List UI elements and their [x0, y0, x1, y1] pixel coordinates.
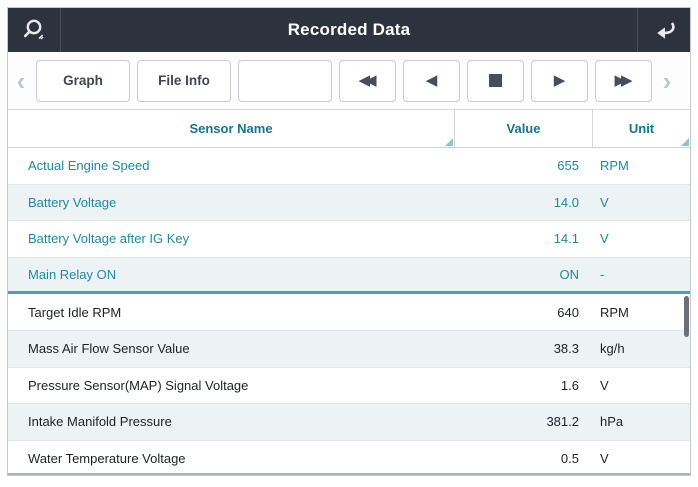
table-header: Sensor Name Value Unit [8, 110, 690, 148]
sensor-unit-cell: hPa [600, 414, 624, 430]
graph-button[interactable]: Graph [36, 59, 130, 102]
sensor-unit-cell: V [600, 377, 609, 393]
table-row[interactable]: Main Relay ON ON - [8, 257, 690, 295]
sensor-value-cell: 381.2 [546, 414, 579, 430]
sensor-unit-cell: RPM [600, 158, 629, 174]
sensor-name-cell: Water Temperature Voltage [28, 451, 186, 467]
sensor-list: Actual Engine Speed 655 RPM Battery Volt… [8, 148, 690, 473]
column-resize-handle-icon[interactable] [681, 138, 689, 146]
table-row[interactable]: Actual Engine Speed 655 RPM [8, 148, 690, 185]
sensor-unit-cell: RPM [600, 304, 629, 320]
fast-rewind-icon: ◀◀ [358, 71, 376, 89]
column-header-label: Sensor Name [189, 121, 273, 136]
sensor-name-cell: Target Idle RPM [28, 304, 122, 320]
return-arrow-icon [657, 22, 675, 39]
sensor-value-cell: 38.3 [553, 341, 579, 357]
fast-forward-button[interactable]: ▶▶ [595, 59, 652, 102]
sensor-name-cell: Mass Air Flow Sensor Value [28, 341, 190, 357]
step-back-button[interactable]: ◀ [403, 59, 460, 102]
sensor-value-cell: 14.1 [553, 231, 579, 247]
sensor-unit-cell: kg/h [600, 341, 625, 357]
empty-button[interactable] [238, 59, 332, 102]
sensor-name-cell: Main Relay ON [28, 267, 117, 283]
table-row[interactable]: Pressure Sensor(MAP) Signal Voltage 1.6 … [8, 367, 690, 405]
sensor-unit-cell: - [600, 267, 605, 283]
sensor-value-cell: 640 [557, 304, 579, 320]
play-icon: ▶ [553, 71, 566, 89]
chevron-right-icon[interactable]: › [662, 65, 672, 96]
fast-forward-icon: ▶▶ [614, 71, 632, 89]
sensor-value-cell: 1.6 [560, 377, 579, 393]
column-header-value[interactable]: Value [454, 110, 592, 147]
table-row[interactable]: Battery Voltage 14.0 V [8, 184, 690, 222]
sensor-unit-cell: V [600, 194, 609, 210]
search-icon [23, 19, 44, 40]
table-row[interactable]: Mass Air Flow Sensor Value 38.3 kg/h [8, 330, 690, 368]
sensor-value-cell: 14.0 [553, 194, 579, 210]
app-window: Recorded Data ‹ Graph File Info ◀◀ ◀ ■ ▶ ▶▶ ›… [7, 7, 691, 476]
column-header-sensor-name[interactable]: Sensor Name [8, 110, 454, 147]
top-bar: Recorded Data [8, 8, 690, 52]
sensor-name-cell: Intake Manifold Pressure [28, 414, 172, 430]
page-title: Recorded Data [287, 20, 411, 39]
sensor-unit-cell: V [600, 231, 609, 247]
file-info-button[interactable]: File Info [137, 59, 231, 102]
search-button[interactable] [8, 8, 61, 52]
toolbar: ‹ Graph File Info ◀◀ ◀ ■ ▶ ▶▶ › [8, 52, 690, 110]
chevron-left-icon[interactable]: ‹ [16, 65, 26, 96]
step-back-icon: ◀ [425, 71, 438, 89]
sensor-value-cell: 0.5 [560, 451, 579, 467]
stop-icon: ■ [487, 70, 504, 90]
sensor-value-cell: 655 [557, 158, 579, 174]
list-bottom-edge [8, 473, 690, 475]
column-header-label: Unit [628, 121, 655, 136]
column-header-label: Value [506, 121, 541, 136]
table-row[interactable]: Target Idle RPM 640 RPM [8, 294, 690, 331]
sensor-name-cell: Pressure Sensor(MAP) Signal Voltage [28, 377, 249, 393]
table-row[interactable]: Intake Manifold Pressure 381.2 hPa [8, 404, 690, 441]
sensor-value-cell: ON [559, 267, 580, 283]
stop-button[interactable]: ■ [467, 59, 524, 102]
column-resize-handle-icon[interactable] [445, 138, 453, 146]
table-row[interactable]: Water Temperature Voltage 0.5 V [8, 440, 690, 473]
fast-rewind-button[interactable]: ◀◀ [339, 59, 396, 102]
sensor-name-cell: Battery Voltage after IG Key [28, 231, 190, 247]
sensor-unit-cell: V [600, 451, 609, 467]
play-button[interactable]: ▶ [531, 59, 588, 102]
sensor-name-cell: Battery Voltage [28, 194, 117, 210]
table-row[interactable]: Battery Voltage after IG Key 14.1 V [8, 221, 690, 258]
sensor-name-cell: Actual Engine Speed [28, 158, 150, 174]
scrollbar-thumb[interactable] [684, 296, 689, 337]
column-header-unit[interactable]: Unit [592, 110, 690, 147]
back-button[interactable] [637, 8, 690, 52]
